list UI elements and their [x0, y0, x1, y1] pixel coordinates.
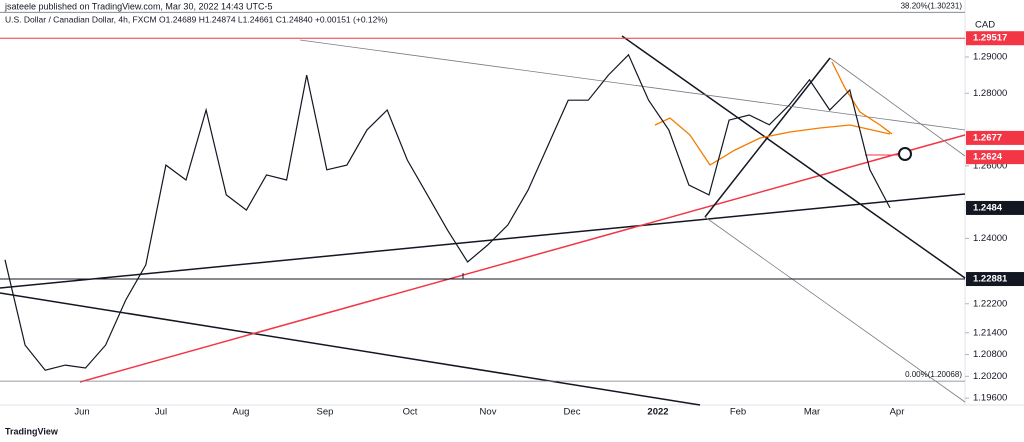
- trendline: [299, 39, 966, 131]
- trendline: [704, 216, 966, 403]
- price-badge-label: 1.2624: [973, 152, 1003, 163]
- trendline: [0, 292, 701, 406]
- price-badge-label: 1.22881: [973, 274, 1008, 285]
- x-tick-label: Feb: [730, 407, 746, 418]
- x-tick-label: Jun: [74, 407, 89, 418]
- trendline: [704, 57, 831, 218]
- y-tick-label: 1.21400: [973, 327, 1007, 338]
- y-tick-label: 1.20200: [973, 371, 1007, 382]
- y-tick-label: 1.28000: [973, 88, 1007, 99]
- y-tick-label: 1.19600: [973, 393, 1007, 404]
- y-tick-label: 1.20800: [973, 349, 1007, 360]
- moving-average: [831, 61, 893, 135]
- fib-label: 38.20%(1.30231): [901, 1, 963, 10]
- x-tick-label: Aug: [233, 407, 250, 418]
- x-tick-label: Jul: [155, 407, 167, 418]
- trendline: [621, 35, 966, 279]
- y-tick-label: 1.26000: [973, 160, 1007, 171]
- moving-average: [654, 117, 891, 166]
- price-line: [4, 53, 891, 371]
- x-tick-label: Nov: [480, 407, 497, 418]
- symbol-header: U.S. Dollar / Canadian Dollar, 4h, FXCM …: [5, 14, 388, 24]
- x-tick-label: 2022: [647, 407, 668, 418]
- price-badge-label: 1.2484: [973, 202, 1003, 213]
- legend-label: CAD: [975, 20, 995, 31]
- y-tick-label: 1.22200: [973, 298, 1007, 309]
- x-tick-label: Dec: [564, 407, 581, 418]
- trendline: [829, 57, 966, 157]
- x-tick-label: Mar: [804, 407, 820, 418]
- price-badge: [966, 31, 1024, 46]
- price-badge: [966, 200, 1024, 215]
- trendlines: [0, 35, 966, 406]
- fib-label: 0.00%(1.20068): [905, 370, 962, 379]
- price-badge: [966, 272, 1024, 287]
- price-badge-label: 1.29517: [973, 33, 1007, 44]
- marker-circle: [898, 147, 912, 161]
- trendline: [79, 134, 966, 383]
- price-badge: [966, 130, 1024, 145]
- y-tick-label: 1.24000: [973, 233, 1007, 244]
- trendline: [0, 193, 966, 289]
- x-tick-label: Oct: [403, 407, 418, 418]
- x-tick-label: Sep: [317, 407, 334, 418]
- price-badge-label: 1.2677: [973, 132, 1002, 143]
- y-tick-label: 1.29000: [973, 51, 1007, 62]
- publisher: jsateele published on TradingView.com, M…: [4, 1, 273, 11]
- price-badge: [966, 150, 1024, 165]
- brand: TradingView: [5, 426, 59, 436]
- x-tick-label: Apr: [890, 407, 905, 418]
